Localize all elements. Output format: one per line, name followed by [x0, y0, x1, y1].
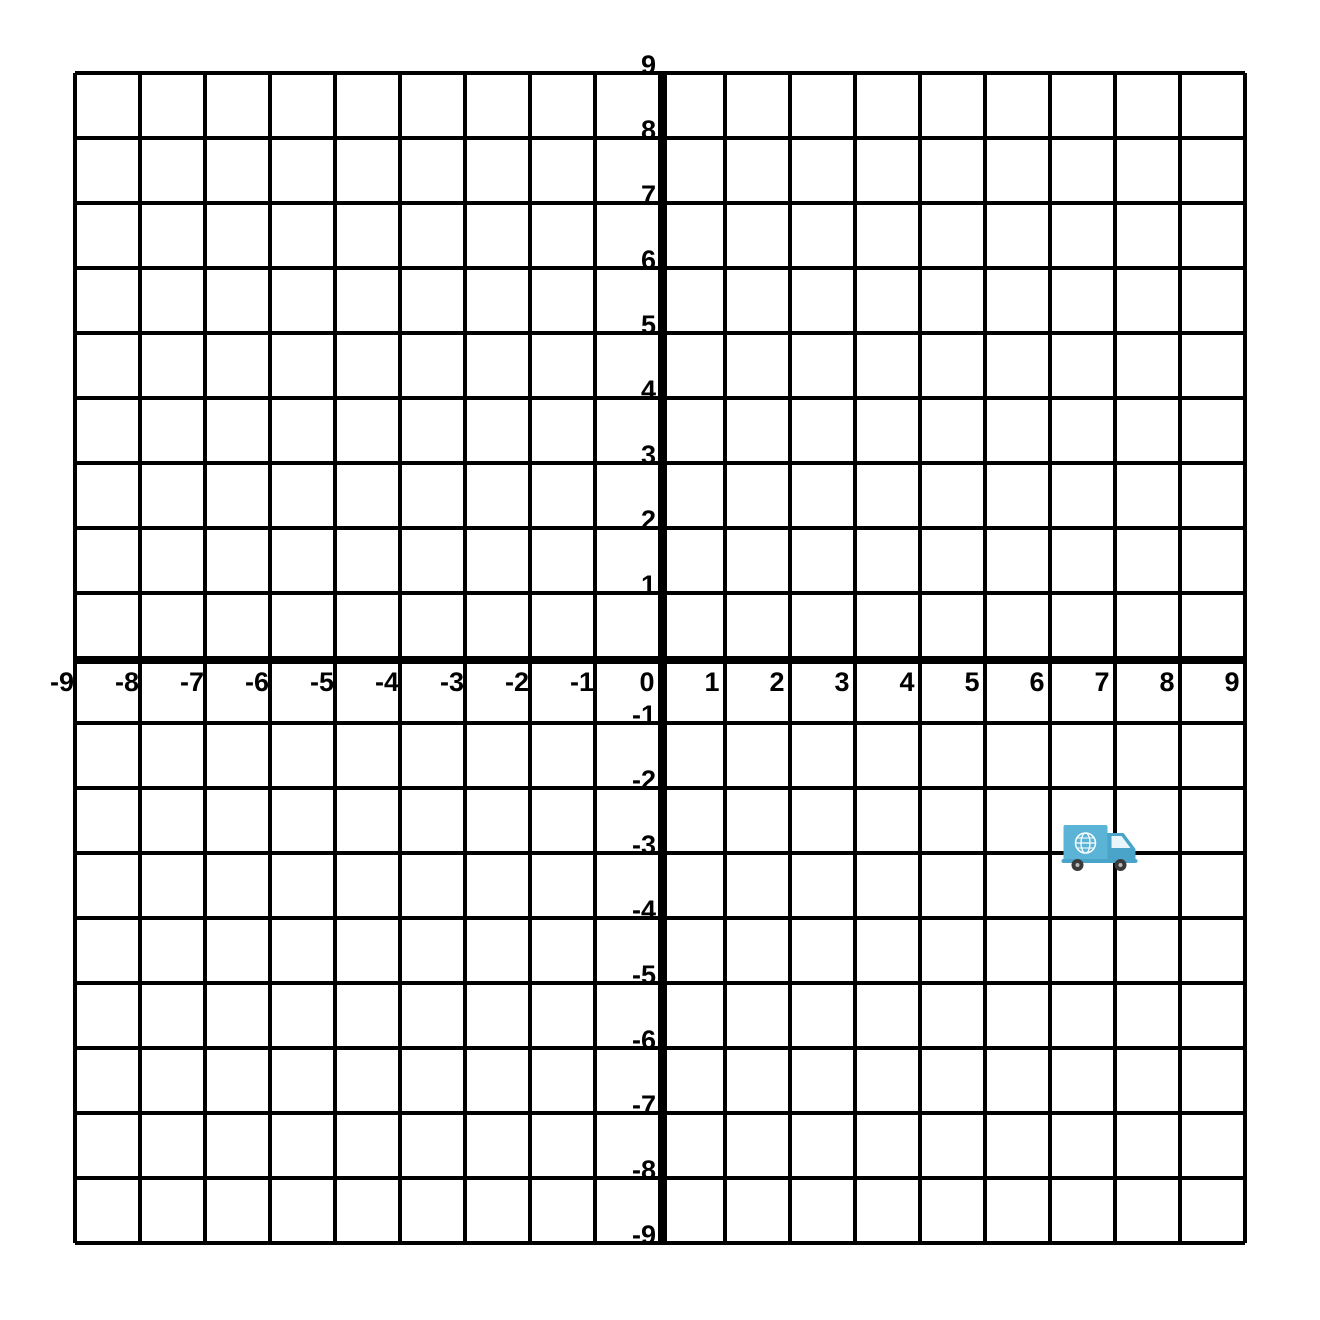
x-tick-label: -3 [440, 667, 464, 697]
y-tick-label: 6 [641, 245, 656, 275]
y-tick-label: -7 [632, 1090, 656, 1120]
y-tick-label: 2 [641, 505, 656, 535]
x-tick-label: -1 [570, 667, 594, 697]
y-tick-label: -8 [632, 1155, 656, 1185]
y-tick-label: -5 [632, 960, 656, 990]
x-tick-label: 9 [1224, 667, 1239, 697]
x-tick-label: -2 [505, 667, 529, 697]
x-tick-label: 6 [1029, 667, 1044, 697]
x-tick-label: 5 [964, 667, 979, 697]
y-tick-labels: 9 8 7 6 5 4 3 2 1 -1 -2 -3 -4 -5 -6 -7 -8 -9 [632, 50, 656, 1250]
x-tick-label: -7 [180, 667, 204, 697]
y-tick-label: 5 [641, 310, 656, 340]
y-tick-label: -2 [632, 765, 656, 795]
y-tick-label: -6 [632, 1025, 656, 1055]
markers [1061, 825, 1138, 871]
y-tick-label: -9 [632, 1220, 656, 1250]
x-tick-label: 1 [704, 667, 719, 697]
y-tick-label: -3 [632, 830, 656, 860]
y-tick-label: -1 [632, 700, 656, 730]
y-tick-label: 3 [641, 440, 656, 470]
x-tick-label: 8 [1159, 667, 1174, 697]
x-tick-label: 2 [769, 667, 784, 697]
y-tick-label: 8 [641, 115, 656, 145]
x-tick-label: -8 [115, 667, 139, 697]
y-tick-label: -4 [632, 895, 656, 925]
x-tick-labels: -9 -8 -7 -6 -5 -4 -3 -2 -1 0 1 2 3 4 5 6 7 8 9 [50, 667, 1240, 697]
x-tick-label: 7 [1094, 667, 1109, 697]
axes [75, 73, 1245, 1243]
y-tick-label: 7 [641, 180, 656, 210]
x-tick-label: -5 [310, 667, 334, 697]
y-tick-label: 1 [641, 570, 656, 600]
delivery-truck-icon [1061, 825, 1138, 871]
x-tick-label: 3 [834, 667, 849, 697]
x-tick-label: 4 [899, 667, 914, 697]
x-tick-label: 0 [639, 667, 654, 697]
x-tick-label: -9 [50, 667, 74, 697]
y-tick-label: 9 [641, 50, 656, 80]
x-tick-label: -4 [375, 667, 399, 697]
y-tick-label: 4 [641, 375, 656, 405]
x-tick-label: -6 [245, 667, 269, 697]
